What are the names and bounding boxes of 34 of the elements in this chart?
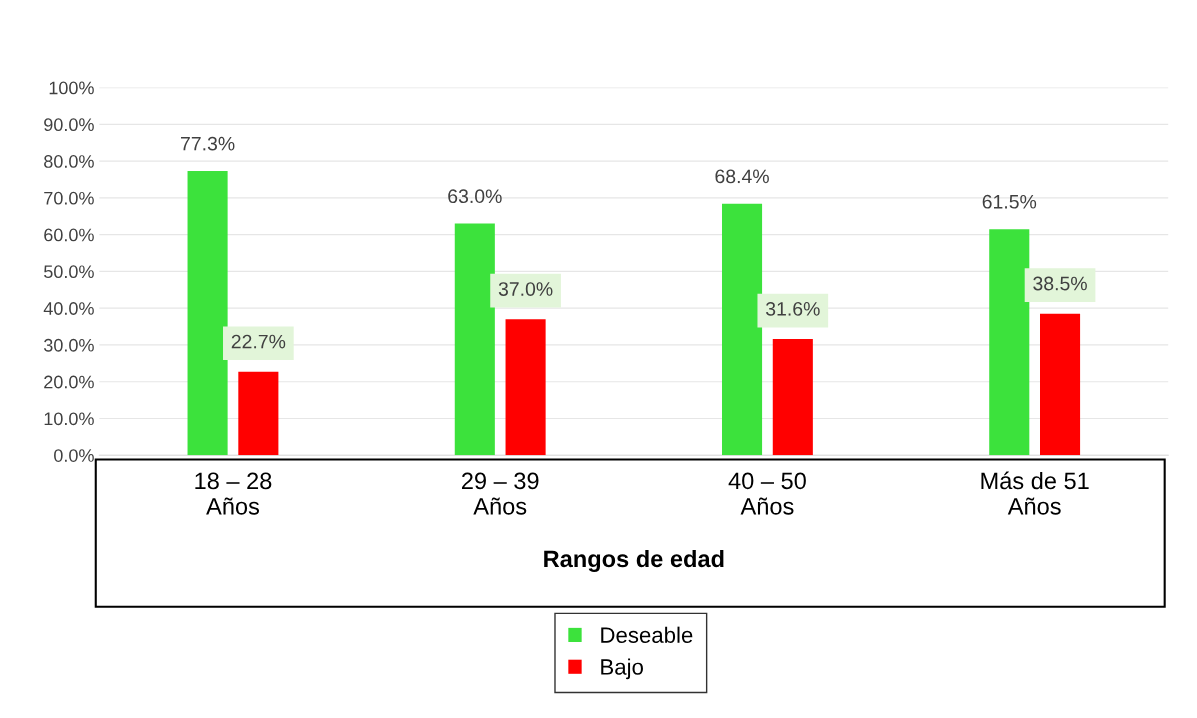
bar — [187, 171, 228, 456]
y-tick-label: 70.0% — [44, 191, 94, 205]
x-tick-label: Más de 51 Años — [981, 471, 1089, 515]
bar — [1040, 313, 1081, 456]
data-label: 77.3% — [181, 136, 235, 151]
y-tick-label: 10.0% — [44, 412, 94, 426]
bar — [722, 203, 763, 456]
data-label: 22.7% — [231, 334, 286, 349]
data-label: 63.0% — [448, 189, 502, 204]
legend-label: Bajo — [601, 658, 643, 680]
x-tick-label: 40 – 50 Años — [728, 472, 806, 515]
y-tick-label: 80.0% — [44, 155, 94, 168]
x-tick-label: 18 – 28 Años — [195, 472, 272, 515]
y-tick-label: 60.0% — [44, 228, 94, 242]
data-label: 31.6% — [765, 301, 820, 316]
y-tick-label: 100% — [49, 81, 94, 95]
data-label: 38.5% — [1033, 276, 1087, 291]
y-tick-label: 0.0% — [54, 449, 94, 462]
x-tick-label: 29 – 39 Años — [462, 472, 539, 515]
x-axis-title: Rangos de edad — [544, 549, 724, 572]
bar — [989, 229, 1030, 456]
bar — [505, 319, 546, 456]
y-tick-label: 50.0% — [44, 265, 94, 279]
data-label: 68.4% — [715, 169, 769, 184]
legend-label: Deseable — [601, 626, 693, 643]
y-tick-label: 40.0% — [43, 302, 94, 315]
data-label: 37.0% — [498, 282, 553, 296]
y-tick-label: 20.0% — [44, 375, 94, 389]
y-tick-label: 90.0% — [44, 118, 94, 132]
data-label: 61.5% — [982, 194, 1037, 209]
bar — [772, 339, 813, 456]
bar — [454, 223, 495, 456]
bar — [238, 371, 279, 456]
y-tick-label: 30.0% — [43, 338, 94, 352]
